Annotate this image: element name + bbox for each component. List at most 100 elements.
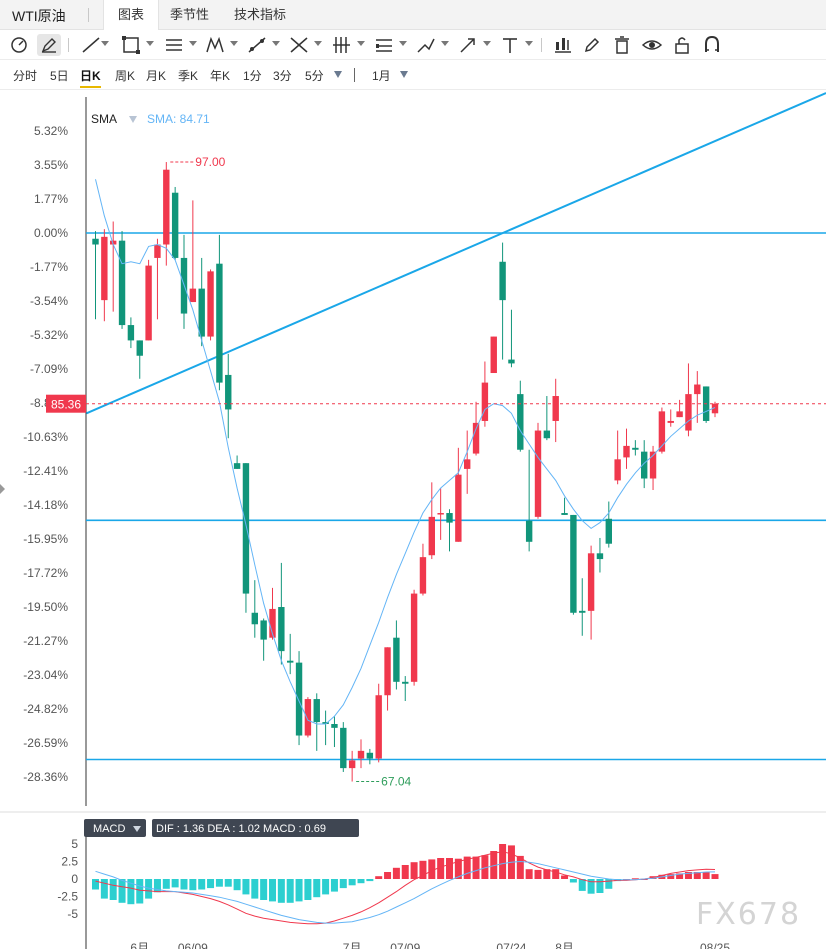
macd-histogram-bar bbox=[490, 851, 498, 879]
macd-histogram-bar bbox=[437, 858, 445, 879]
candle-body bbox=[242, 463, 250, 594]
y-tick-label: -12.41% bbox=[23, 464, 68, 478]
candle-body bbox=[605, 518, 612, 544]
candle-body bbox=[207, 271, 214, 337]
measure-tool[interactable] bbox=[373, 34, 409, 56]
chevron-down-icon bbox=[146, 41, 154, 46]
range-selector[interactable]: 1月 bbox=[372, 69, 391, 83]
period-intraday[interactable]: 分时 bbox=[13, 69, 38, 83]
period-daily[interactable]: 日K bbox=[80, 67, 101, 88]
period-monthly[interactable]: 月K bbox=[146, 69, 167, 83]
period-5min[interactable]: 5分 bbox=[305, 69, 324, 83]
chevron-down-icon bbox=[230, 41, 238, 46]
macd-histogram-bar bbox=[233, 879, 241, 891]
candle-body bbox=[198, 288, 205, 337]
sma-legend-label: SMA bbox=[91, 112, 117, 126]
x-tick-label: 07/09 bbox=[390, 941, 420, 949]
candle-body bbox=[455, 474, 462, 542]
watermark: FX678 bbox=[696, 897, 802, 932]
fibonacci-tool[interactable] bbox=[246, 34, 282, 56]
period-1min[interactable]: 1分 bbox=[243, 69, 262, 83]
macd-readout: DIF : 1.36 DEA : 1.02 MACD : 0.69 bbox=[156, 823, 326, 835]
tab-chart[interactable]: 图表 bbox=[103, 0, 160, 30]
candle-body bbox=[375, 695, 382, 759]
macd-y-tick-label: 5 bbox=[71, 837, 78, 851]
period-3min[interactable]: 3分 bbox=[273, 69, 292, 83]
y-tick-label: -3.54% bbox=[30, 294, 68, 308]
pencil-tool[interactable] bbox=[37, 34, 61, 56]
tab-seasonality[interactable]: 季节性 bbox=[170, 7, 210, 22]
visibility-button[interactable] bbox=[641, 34, 663, 56]
x-tick-label: 08/25 bbox=[700, 941, 730, 949]
period-5day[interactable]: 5日 bbox=[50, 69, 69, 83]
magnet-button[interactable] bbox=[701, 34, 723, 56]
gann-icon bbox=[290, 37, 308, 53]
period-weekly[interactable]: 周K bbox=[115, 69, 136, 83]
tab-technical-indicators[interactable]: 技术指标 bbox=[234, 7, 287, 22]
period-yearly[interactable]: 年K bbox=[210, 69, 231, 83]
candle-body bbox=[596, 553, 604, 560]
macd-histogram-bar bbox=[525, 869, 533, 879]
candle-body bbox=[393, 637, 400, 682]
macd-histogram-bar bbox=[171, 879, 179, 888]
edit-icon bbox=[584, 37, 600, 53]
arrow-tool[interactable] bbox=[457, 34, 493, 56]
text-tool[interactable] bbox=[499, 34, 535, 56]
line-tool[interactable] bbox=[80, 34, 110, 56]
candle-body bbox=[481, 382, 489, 421]
candle-body bbox=[499, 261, 506, 301]
brush-tool[interactable] bbox=[415, 34, 451, 56]
candle-body bbox=[464, 459, 471, 469]
candle-body bbox=[517, 394, 524, 450]
macd-histogram-bar bbox=[631, 878, 639, 880]
y-tick-label: -17.72% bbox=[23, 566, 68, 580]
unlock-icon bbox=[675, 37, 689, 54]
y-tick-label: -23.04% bbox=[23, 668, 68, 682]
gann-tool[interactable] bbox=[288, 34, 324, 56]
sidebar-expand-icon[interactable] bbox=[0, 484, 6, 494]
macd-histogram-bar bbox=[569, 879, 577, 883]
macd-histogram-bar bbox=[322, 879, 330, 895]
macd-histogram-bar bbox=[516, 855, 524, 879]
macd-histogram-bar bbox=[357, 879, 365, 884]
macd-histogram-bar bbox=[711, 874, 719, 879]
crosshair-tool[interactable] bbox=[8, 34, 30, 56]
parallel-channel-tool[interactable] bbox=[163, 34, 199, 56]
macd-y-tick-label: -5 bbox=[67, 907, 78, 921]
candle-body bbox=[357, 750, 365, 759]
macd-histogram-bar bbox=[410, 862, 418, 879]
macd-histogram-bar bbox=[215, 879, 223, 887]
fib-line-icon bbox=[248, 37, 266, 53]
y-tick-label: -21.27% bbox=[23, 634, 68, 648]
top-tab-bar: WTI原油 图表 季节性 技术指标 bbox=[0, 0, 826, 30]
pattern-tool[interactable] bbox=[204, 34, 240, 56]
candle-body bbox=[331, 724, 338, 728]
more-periods-chevron-icon[interactable] bbox=[334, 71, 342, 78]
macd-histogram-bar bbox=[145, 879, 153, 899]
period-quarterly[interactable]: 季K bbox=[178, 69, 199, 83]
candle-body bbox=[587, 553, 595, 611]
macd-histogram-bar bbox=[242, 879, 250, 895]
rectangle-tool[interactable] bbox=[120, 34, 156, 56]
delete-button[interactable] bbox=[611, 34, 633, 56]
macd-y-tick-label: 2.5 bbox=[61, 855, 78, 869]
macd-histogram-bar bbox=[330, 879, 338, 892]
macd-histogram-bar bbox=[605, 879, 613, 889]
candle-body bbox=[163, 169, 170, 245]
bars-pattern-tool[interactable] bbox=[331, 34, 367, 56]
y-tick-label: -26.59% bbox=[23, 736, 68, 750]
indicator-button[interactable] bbox=[552, 34, 574, 56]
candle-body bbox=[260, 620, 267, 640]
x-tick-label: 06/09 bbox=[178, 941, 208, 949]
chevron-down-icon bbox=[357, 41, 365, 46]
candle-body bbox=[419, 557, 427, 594]
edit-button[interactable] bbox=[581, 34, 603, 56]
macd-histogram-bar bbox=[702, 872, 710, 879]
lock-button[interactable] bbox=[671, 34, 693, 56]
candle-body bbox=[269, 608, 276, 638]
candle-body bbox=[340, 727, 347, 769]
candle-body bbox=[118, 240, 126, 326]
range-chevron-icon[interactable] bbox=[400, 71, 408, 78]
